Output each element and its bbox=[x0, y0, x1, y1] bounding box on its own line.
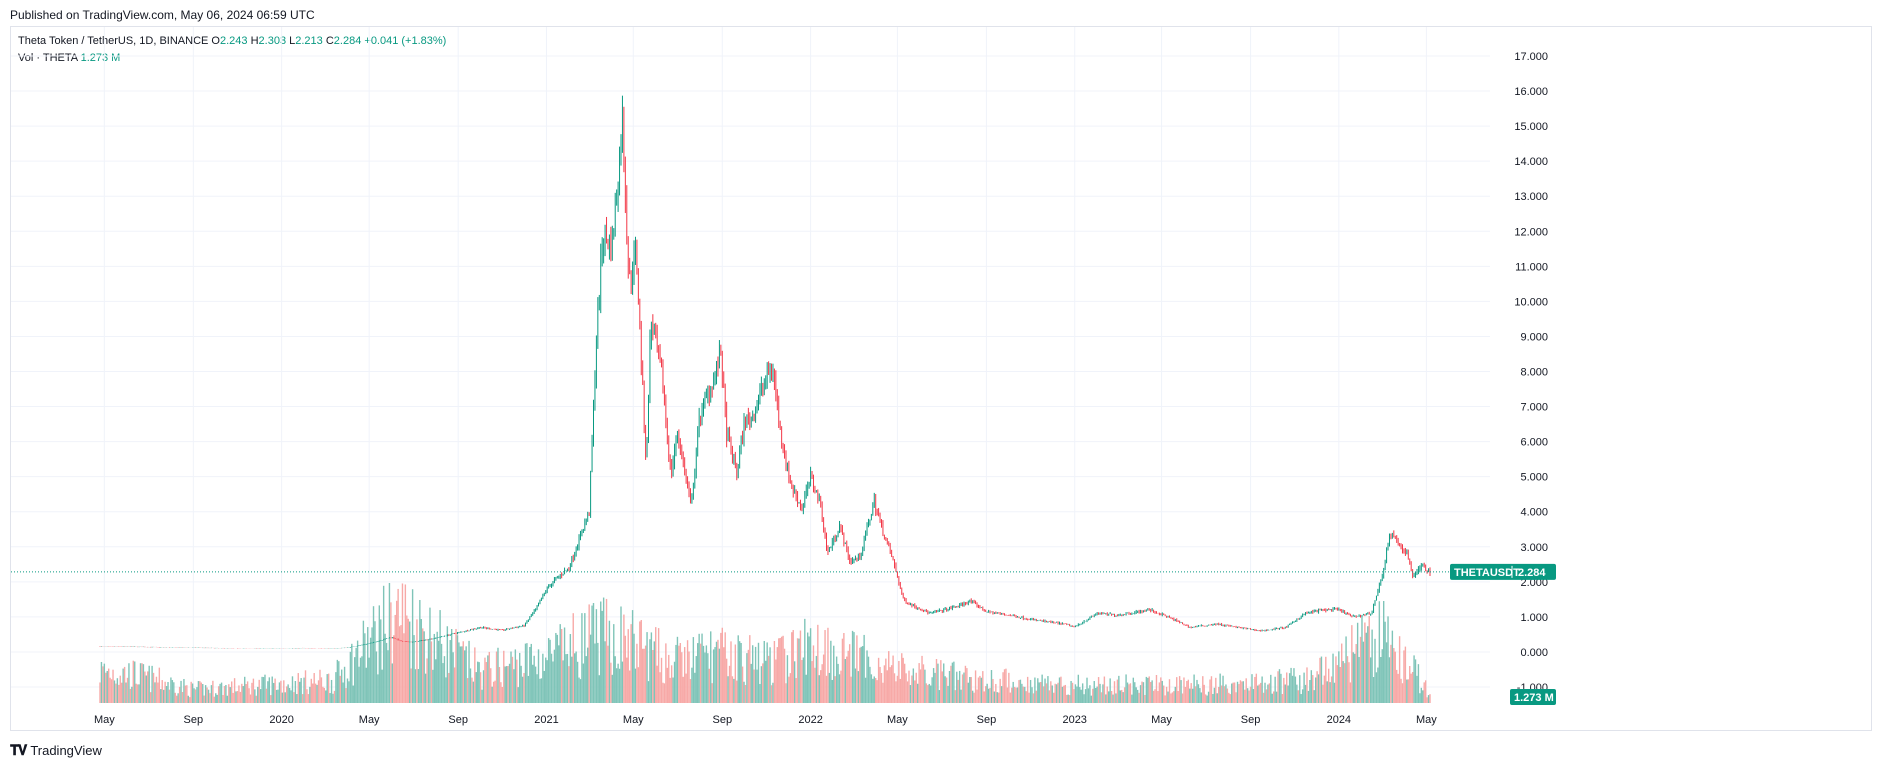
tradingview-logo-icon: 𝐓𝐕 bbox=[10, 742, 27, 758]
x-tick-label: May bbox=[1416, 714, 1437, 726]
chart-frame[interactable] bbox=[10, 26, 1872, 731]
y-tick-label: 9.000 bbox=[1520, 331, 1548, 343]
price-axis[interactable]: 17.000 16.000 15.000 14.000 13.000 12.000 11.0… bbox=[1514, 51, 1548, 694]
y-tick-label: 0.000 bbox=[1520, 647, 1548, 659]
y-tick-label: 10.000 bbox=[1514, 296, 1548, 308]
low-value: 2.213 bbox=[295, 35, 323, 47]
brand-name: TradingView bbox=[30, 743, 102, 758]
x-tick-label: Sep bbox=[1241, 714, 1261, 726]
low-label: L bbox=[289, 35, 296, 47]
close-label: C bbox=[325, 35, 334, 47]
y-tick-label: 17.000 bbox=[1514, 51, 1548, 63]
y-tick-label: 16.000 bbox=[1514, 86, 1548, 98]
y-tick-label: 6.000 bbox=[1520, 437, 1548, 449]
symbol-legend: Theta Token / TetherUS, 1D, BINANCE O2.2… bbox=[18, 35, 446, 47]
volume-value: 1.273 M bbox=[80, 52, 121, 64]
y-tick-label: 13.000 bbox=[1514, 191, 1548, 203]
x-tick-label: May bbox=[1151, 714, 1172, 726]
published-caption: Published on TradingView.com, May 06, 20… bbox=[10, 8, 315, 22]
x-tick-label: May bbox=[887, 714, 908, 726]
x-tick-label: Sep bbox=[713, 714, 733, 726]
x-tick-label: 2023 bbox=[1062, 714, 1086, 726]
y-tick-label: 15.000 bbox=[1514, 121, 1548, 133]
symbol-badge-label: THETAUSDT bbox=[1454, 567, 1520, 579]
y-tick-label: 4.000 bbox=[1520, 507, 1548, 519]
open-value: 2.243 bbox=[219, 35, 248, 47]
y-tick-label: 11.000 bbox=[1515, 261, 1548, 273]
high-value: 2.303 bbox=[258, 35, 287, 47]
price-badge-value: 2.284 bbox=[1518, 567, 1546, 579]
y-tick-label: 8.000 bbox=[1520, 367, 1548, 379]
price-candles bbox=[99, 95, 1431, 649]
y-tick-label: 7.000 bbox=[1520, 402, 1548, 414]
y-tick-label: 3.000 bbox=[1520, 542, 1548, 554]
open-label: O bbox=[211, 35, 220, 47]
volume-badge-value: 1.273 M bbox=[1514, 692, 1554, 704]
x-tick-label: May bbox=[623, 714, 644, 726]
volume-badge: 1.273 M bbox=[1510, 689, 1556, 705]
close-value: 2.284 bbox=[333, 35, 362, 47]
grid-lines bbox=[11, 27, 1490, 703]
time-axis[interactable]: May Sep 2020 May Sep 2021 May Sep 2022 May Sep 2023… bbox=[94, 714, 1437, 726]
y-tick-label: 14.000 bbox=[1514, 156, 1548, 168]
x-tick-label: 2022 bbox=[798, 714, 822, 726]
volume-legend: Vol · THETA 1.273 M bbox=[18, 52, 120, 64]
volume-bars bbox=[99, 583, 1431, 703]
symbol-title: Theta Token / TetherUS, 1D, BINANCE bbox=[18, 35, 209, 47]
x-tick-label: Sep bbox=[977, 714, 997, 726]
x-tick-label: Sep bbox=[184, 714, 204, 726]
y-tick-label: 5.000 bbox=[1520, 472, 1548, 484]
x-tick-label: 2020 bbox=[269, 714, 293, 726]
x-tick-label: 2024 bbox=[1327, 714, 1351, 726]
change-value: +0.041 (+1.83%) bbox=[364, 35, 447, 47]
footer-brand[interactable]: 𝐓𝐕 TradingView bbox=[10, 742, 102, 759]
x-tick-label: May bbox=[94, 714, 115, 726]
high-label: H bbox=[250, 35, 259, 47]
x-tick-label: 2021 bbox=[534, 714, 558, 726]
y-tick-label: 12.000 bbox=[1514, 226, 1548, 238]
x-tick-label: Sep bbox=[448, 714, 468, 726]
x-tick-label: May bbox=[359, 714, 380, 726]
volume-label: Vol · THETA bbox=[18, 52, 78, 64]
symbol-price-badge: THETAUSDT 2.284 bbox=[1450, 563, 1556, 580]
y-tick-label: 1.000 bbox=[1520, 612, 1548, 624]
